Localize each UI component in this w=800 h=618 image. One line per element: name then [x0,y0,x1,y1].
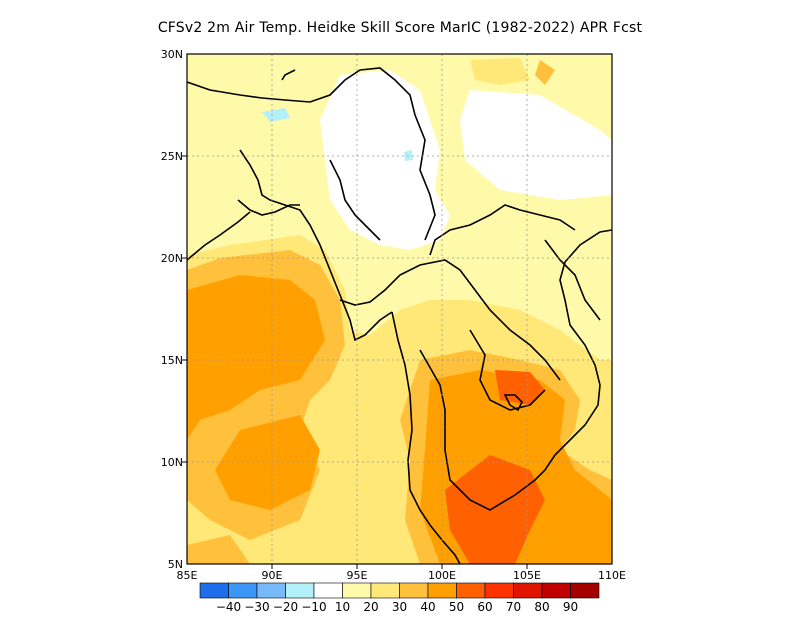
y-tick-label: 5N [168,558,183,571]
x-tick-labels: 85E 90E 95E 100E 105E 110E [177,569,626,582]
colorbar-swatch [456,582,486,599]
colorbar-label: −30 [244,600,269,614]
grid-lines [187,54,612,564]
colorbar-swatch [399,582,429,599]
x-tick-label: 90E [262,569,283,582]
colorbar-swatch [541,582,571,599]
colorbar-swatch [570,582,600,599]
plot-frame [186,53,613,565]
y-tick-labels: 30N 25N 20N 15N 10N 5N [161,48,183,571]
y-tick-label: 30N [161,48,183,61]
colorbar-label: 20 [363,600,378,614]
colorbar-label: 50 [449,600,464,614]
colorbar-swatch [342,582,372,599]
colorbar-swatch [313,582,343,599]
x-tick-label: 95E [347,569,368,582]
colorbar-swatch [427,582,457,599]
x-tick-label: 110E [598,569,626,582]
colorbar: −40 −30 −20 −10 10 20 30 40 50 60 70 80 90 [199,582,600,614]
colorbar-label: 80 [534,600,549,614]
y-tick-label: 25N [161,150,183,163]
colorbar-label: 90 [563,600,578,614]
colorbar-swatch [285,582,315,599]
y-tick-label: 15N [161,354,183,367]
colorbar-swatch [484,582,514,599]
y-tick-label: 20N [161,252,183,265]
tick-marks [182,155,528,569]
colorbar-swatch [228,582,258,599]
score-field [187,54,612,564]
colorbar-label: 10 [335,600,350,614]
colorbar-swatch [513,582,543,599]
colorbar-swatch [256,582,286,599]
colorbar-label: −40 [216,600,241,614]
x-tick-label: 105E [513,569,541,582]
colorbar-label: −10 [301,600,326,614]
x-tick-label: 85E [177,569,198,582]
coastlines [187,67,612,564]
x-tick-label: 100E [428,569,456,582]
y-tick-label: 10N [161,456,183,469]
map-title: CFSv2 2m Air Temp. Heidke Skill Score Ma… [157,20,643,36]
colorbar-label: 30 [392,600,407,614]
colorbar-swatch [370,582,400,599]
colorbar-swatch [199,582,229,599]
colorbar-label: 40 [420,600,435,614]
colorbar-label: 60 [477,600,492,614]
colorbar-label: −20 [273,600,298,614]
colorbar-label: 70 [506,600,521,614]
